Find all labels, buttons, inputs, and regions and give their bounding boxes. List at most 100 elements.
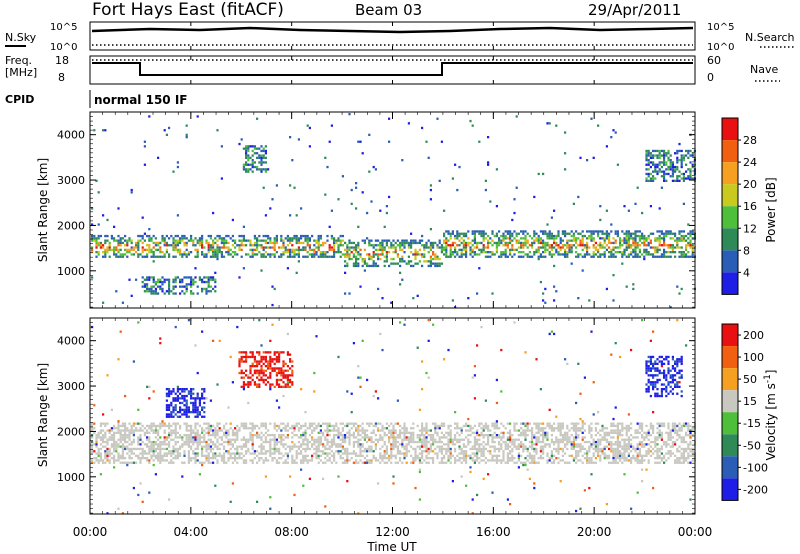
velocity-cell [315, 454, 318, 457]
power-cell [91, 248, 94, 251]
velocity-cell [291, 371, 294, 375]
power-cell [315, 241, 318, 245]
velocity-cell [91, 450, 94, 453]
velocity-cell [434, 452, 437, 455]
power-cell [634, 234, 637, 238]
velocity-cell [234, 447, 237, 451]
velocity-cell [390, 450, 393, 453]
power-cell [245, 145, 248, 148]
velocity-cell [187, 429, 190, 432]
velocity-cell [346, 390, 349, 393]
power-cell [553, 241, 556, 245]
velocity-cell [350, 427, 353, 430]
velocity-cell [280, 440, 283, 444]
power-cell [685, 248, 688, 251]
velocity-cell [509, 503, 512, 506]
velocity-cell [396, 399, 399, 402]
power-cell [319, 255, 322, 258]
power-cell [627, 209, 630, 212]
power-cell [451, 244, 454, 247]
velocity-heatmap [91, 319, 696, 515]
power-cell [645, 168, 648, 171]
velocity-cell [390, 422, 393, 425]
velocity-cell [267, 367, 270, 370]
velocity-cell [537, 461, 540, 464]
power-colorbar-tick-label: 28 [743, 134, 757, 147]
velocity-cell [405, 436, 408, 439]
power-cell [537, 257, 540, 261]
power-cell [654, 237, 657, 240]
power-cell [649, 154, 652, 157]
velocity-cell [445, 461, 448, 464]
velocity-cell [467, 429, 470, 432]
power-cell [678, 170, 681, 173]
power-cell [291, 248, 294, 251]
power-cell [498, 237, 501, 240]
power-cell [572, 232, 575, 235]
power-cell [645, 152, 648, 155]
velocity-cell [465, 484, 468, 487]
power-cell [612, 274, 615, 277]
velocity-cell [201, 436, 204, 439]
velocity-cell [121, 424, 124, 428]
velocity-cell [141, 450, 144, 453]
velocity-cell [284, 461, 287, 464]
power-cell [247, 156, 250, 159]
velocity-cell [478, 434, 481, 437]
velocity-cell [126, 452, 129, 455]
velocity-cell [513, 321, 516, 324]
power-cell [203, 253, 206, 256]
power-cell [645, 159, 648, 162]
velocity-cell [245, 360, 248, 363]
power-cell [676, 246, 679, 249]
velocity-cell [201, 330, 204, 333]
velocity-cell [421, 452, 424, 455]
power-cell [201, 253, 204, 256]
velocity-cell [170, 438, 173, 441]
velocity-cell [383, 434, 386, 437]
velocity-cell [528, 445, 531, 448]
velocity-cell [271, 457, 274, 460]
velocity-cell [161, 424, 164, 428]
velocity-cell [333, 434, 336, 437]
power-cell [91, 276, 94, 279]
velocity-cell [471, 445, 474, 448]
velocity-cell [104, 436, 107, 439]
velocity-cell [533, 443, 536, 446]
power-cell [207, 283, 210, 286]
power-cell [465, 232, 468, 235]
power-cell [638, 237, 641, 240]
power-cell [680, 230, 683, 233]
velocity-cell [313, 443, 316, 446]
power-cell [161, 237, 164, 240]
power-cell [137, 255, 140, 258]
power-cell [192, 280, 195, 284]
velocity-cell [154, 431, 157, 434]
power-cell [396, 262, 399, 265]
velocity-cell [240, 360, 243, 363]
power-cell [209, 276, 212, 279]
velocity-cell [168, 443, 171, 446]
velocity-cell [128, 454, 131, 457]
power-cell [449, 234, 452, 238]
power-cell [401, 260, 404, 263]
velocity-cell [181, 445, 184, 448]
velocity-cell [207, 438, 210, 441]
power-cell [121, 301, 124, 304]
velocity-cell [104, 450, 107, 453]
power-cell [509, 232, 512, 235]
power-cell [401, 255, 404, 258]
power-cell [478, 267, 481, 270]
power-cell [269, 241, 272, 245]
power-cell [97, 234, 100, 238]
power-cell [447, 244, 450, 247]
velocity-cell [183, 440, 186, 444]
velocity-cell [227, 459, 230, 462]
power-cell [445, 253, 448, 256]
velocity-cell [403, 447, 406, 451]
velocity-cell [445, 450, 448, 453]
power-cell [383, 260, 386, 263]
velocity-cell [350, 411, 353, 414]
power-cell [135, 244, 138, 247]
velocity-cell [141, 500, 144, 503]
